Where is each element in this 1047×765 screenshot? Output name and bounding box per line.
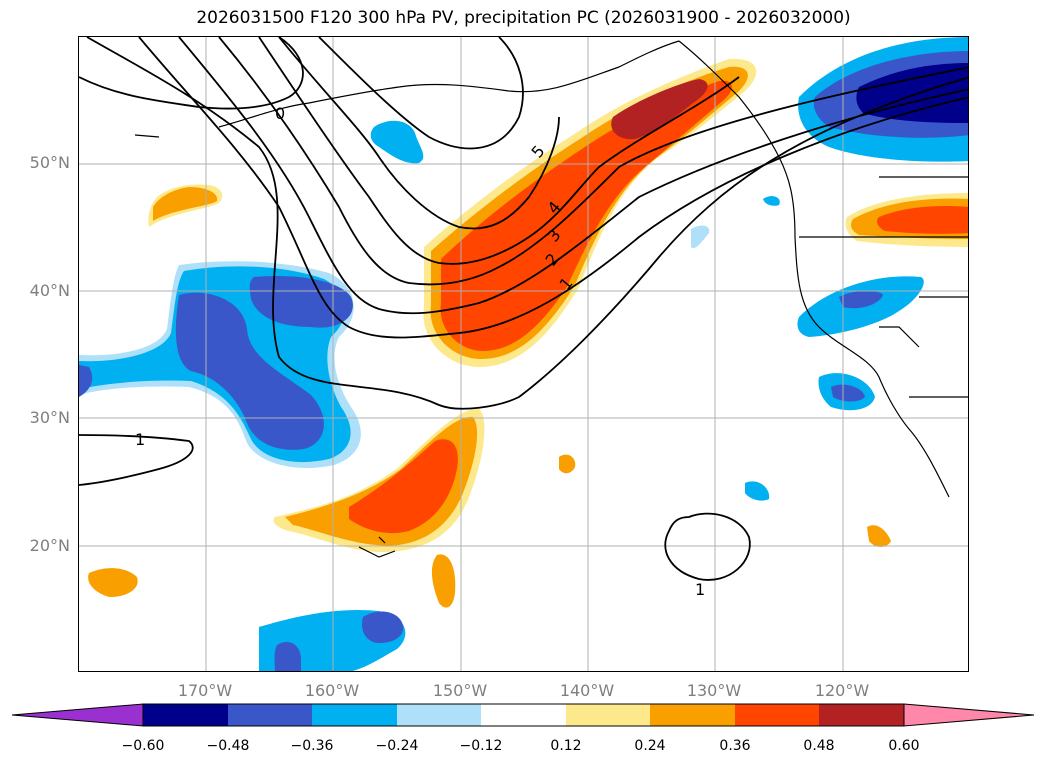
pv-contour-outer — [86, 37, 968, 410]
contour-label-0: 0 — [275, 104, 285, 123]
colorbar-tick-1: −0.60 — [121, 738, 165, 754]
colorbar-bin-4 — [397, 704, 481, 726]
map-panel: 1 1 1 2 3 4 5 0 — [78, 36, 969, 672]
colorbar-tick-9: 0.48 — [803, 738, 835, 754]
map-title: 2026031500 F120 300 hPa PV, precipitatio… — [196, 8, 851, 28]
pv-contour-1-west — [79, 434, 194, 486]
pv-contour-1-south — [664, 512, 751, 581]
lon-label-140w: 140°W — [559, 681, 615, 700]
map-canvas: 1 1 1 2 3 4 5 0 — [79, 37, 968, 671]
lon-label-130w: 130°W — [686, 681, 742, 700]
lat-label-50: 50°N — [29, 153, 70, 172]
coastlines — [134, 40, 968, 558]
colorbar-bin-8 — [735, 704, 819, 726]
colorbar-bin-9 — [819, 704, 904, 726]
colorbar-tick-4: −0.24 — [375, 738, 419, 754]
lon-label-150w: 150°W — [432, 681, 488, 700]
colorbar-tick-5: −0.12 — [459, 738, 503, 754]
colorbar-bin-2 — [228, 704, 312, 726]
lon-label-120w: 120°W — [814, 681, 870, 700]
contour-label-1-west: 1 — [135, 430, 145, 449]
colorbar-bin-6 — [566, 704, 650, 726]
pv-contour-0 — [79, 37, 304, 110]
pv-contours — [79, 37, 968, 581]
lon-label-170w: 170°W — [177, 681, 233, 700]
colorbar-bin-1 — [143, 704, 228, 726]
precip-negative-areas — [79, 37, 968, 671]
precip-positive-areas — [88, 58, 968, 608]
colorbar-bin-3 — [312, 704, 397, 726]
colorbar-bin-7 — [650, 704, 735, 726]
colorbar-bin-5 — [481, 704, 566, 726]
colorbar-tick-6: 0.12 — [550, 738, 582, 754]
lat-label-40: 40°N — [29, 281, 70, 300]
colorbar-tick-10: 0.60 — [888, 738, 920, 754]
colorbar-tick-7: 0.24 — [634, 738, 666, 754]
contour-label-1-south: 1 — [695, 580, 705, 599]
colorbar-tick-3: −0.36 — [290, 738, 334, 754]
colorbar-extend-low — [11, 703, 144, 727]
colorbar-tick-8: 0.36 — [719, 738, 751, 754]
colorbar-extend-high — [903, 703, 1035, 727]
lat-label-30: 30°N — [29, 408, 70, 427]
lat-label-20: 20°N — [29, 536, 70, 555]
colorbar-tick-2: −0.48 — [206, 738, 250, 754]
graticule — [79, 37, 968, 671]
lon-label-160w: 160°W — [304, 681, 360, 700]
